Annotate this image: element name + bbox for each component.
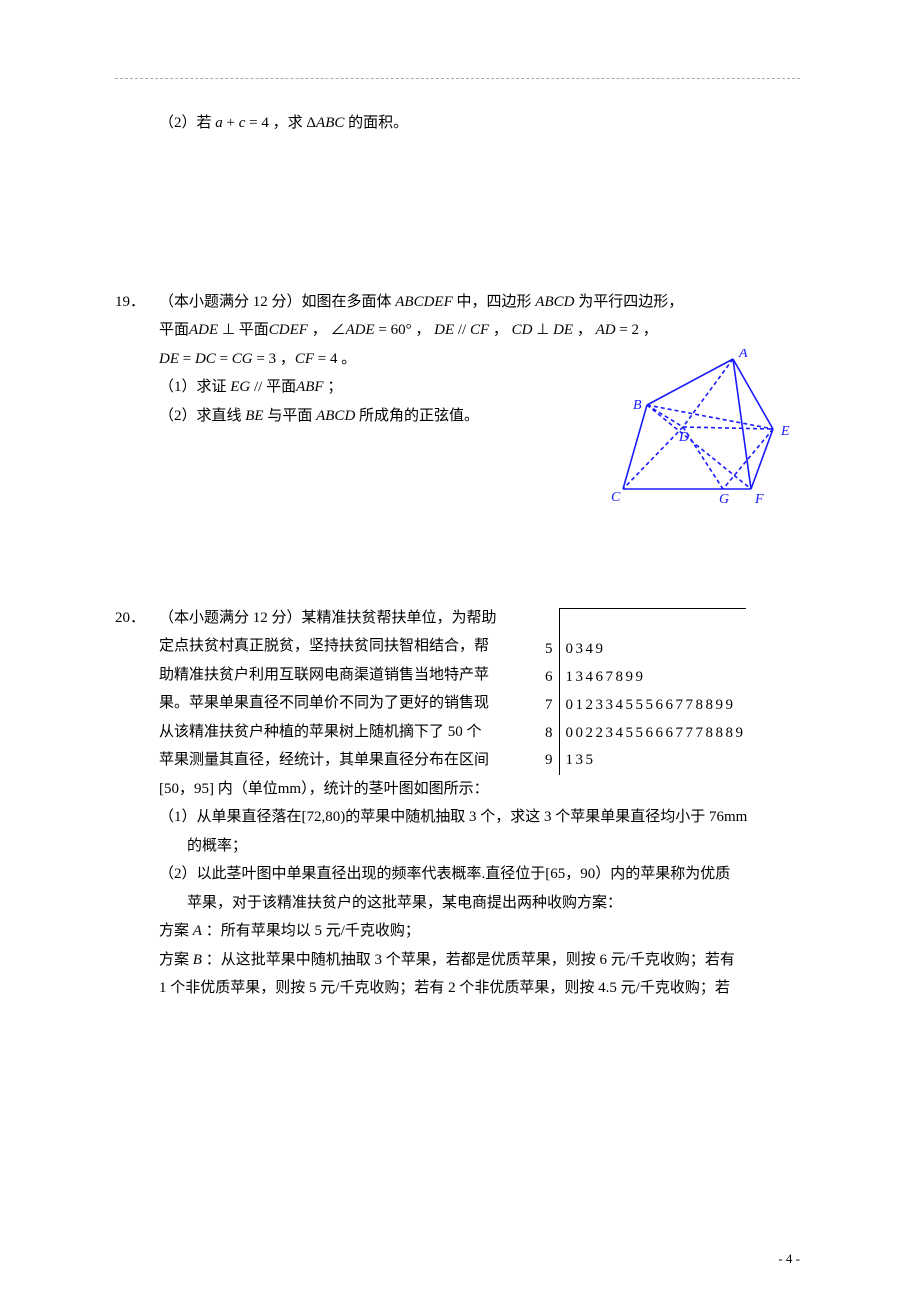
q20-intro-5: 苹果测量其直径，经统计，其单果直径分布在区间: [115, 746, 535, 775]
stemleaf-table: 5034961346789970123345556677889980022345…: [545, 608, 746, 776]
svg-text:F: F: [754, 492, 764, 507]
q20-planA: 方案 A ：所有苹果均以 5 元/千克收购；: [115, 917, 800, 946]
page-footer: - 4 -: [778, 1247, 800, 1272]
q19-part1: （1）求证 EG // 平面ABF ；: [115, 373, 600, 402]
q20-block: 20． （本小题满分 12 分）某精准扶贫帮扶单位，为帮助 定点扶贫村真正脱贫，…: [115, 604, 800, 804]
q19-line2: 平面ADE ⊥ 平面CDEF ， ∠ADE = 60° ， DE // CF ，…: [115, 316, 800, 345]
q19-head: （本小题满分 12 分）如图在多面体 ABCDEF 中，四边形 ABCD 为平行…: [159, 288, 683, 317]
q19-part2: （2）求直线 BE 与平面 ABCD 所成角的正弦值。: [115, 402, 600, 431]
q20-intro-2: 助精准扶贫户利用互联网电商渠道销售当地特产苹: [115, 661, 535, 690]
q20-part1a: （1）从单果直径落在[72,80)的苹果中随机抽取 3 个，求这 3 个苹果单果…: [115, 803, 800, 832]
svg-text:B: B: [633, 398, 642, 413]
svg-text:D: D: [678, 430, 689, 445]
q20-intro-4: 从该精准扶贫户种植的苹果树上随机摘下了 50 个: [115, 718, 535, 747]
q19-line3: DE = DC = CG = 3 ，CF = 4 。: [115, 345, 600, 374]
q19-head-row: 19． （本小题满分 12 分）如图在多面体 ABCDEF 中，四边形 ABCD…: [115, 288, 800, 317]
svg-text:G: G: [719, 492, 729, 507]
q20-planB2: 1 个非优质苹果，则按 5 元/千克收购；若有 2 个非优质苹果，则按 4.5 …: [115, 974, 800, 1003]
q20-part1b: 的概率；: [115, 832, 800, 861]
page: （2）若 a + c = 4 ，求 ΔABC 的面积。 19． （本小题满分 1…: [0, 0, 920, 1302]
q20-number: 20．: [115, 604, 159, 633]
svg-text:A: A: [738, 349, 748, 361]
q20-intro-0: （本小题满分 12 分）某精准扶贫帮扶单位，为帮助: [159, 604, 497, 633]
q19-number: 19．: [115, 288, 159, 317]
q20-part2a: （2）以此茎叶图中单果直径出现的频率代表概率.直径位于[65，90）内的苹果称为…: [115, 860, 800, 889]
q20-part2b: 苹果，对于该精准扶贫户的这批苹果，某电商提出两种收购方案：: [115, 889, 800, 918]
q20-intro-6: [50，95] 内（单位mm），统计的茎叶图如图所示：: [115, 775, 535, 804]
q19-text: DE = DC = CG = 3 ，CF = 4 。 （1）求证 EG // 平…: [115, 345, 600, 431]
q20-intro-1: 定点扶贫村真正脱贫，坚持扶贫同扶智相结合，帮: [115, 632, 535, 661]
polyhedron-svg: A B D E C G F: [605, 349, 795, 514]
stemleaf-plot: 5034961346789970123345556677889980022345…: [545, 604, 800, 776]
q18-part2: （2）若 a + c = 4 ，求 ΔABC 的面积。: [115, 109, 800, 138]
q20-text: 20． （本小题满分 12 分）某精准扶贫帮扶单位，为帮助 定点扶贫村真正脱贫，…: [115, 604, 545, 804]
q20-head-row: 20． （本小题满分 12 分）某精准扶贫帮扶单位，为帮助: [115, 604, 535, 633]
gap-1: [115, 138, 800, 288]
q20-planB1: 方案 B ：从这批苹果中随机抽取 3 个苹果，若都是优质苹果，则按 6 元/千克…: [115, 946, 800, 975]
svg-text:E: E: [780, 424, 790, 439]
top-divider: [115, 78, 800, 79]
gap-2: [115, 514, 800, 604]
q19-block: DE = DC = CG = 3 ，CF = 4 。 （1）求证 EG // 平…: [115, 345, 800, 514]
q20-intro-3: 果。苹果单果直径不同单价不同为了更好的销售现: [115, 689, 535, 718]
svg-text:C: C: [611, 490, 621, 505]
q19-figure: A B D E C G F: [600, 345, 800, 514]
